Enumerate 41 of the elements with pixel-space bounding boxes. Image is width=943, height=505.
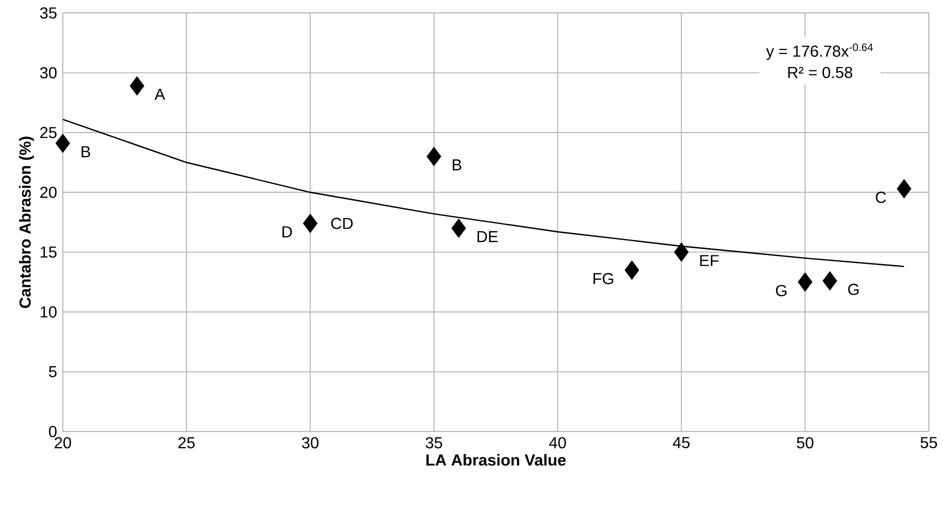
annotation: CD [331, 218, 353, 229]
annotation: EF [700, 254, 719, 266]
point [822, 271, 838, 290]
y-tick-label: 10 [40, 306, 57, 318]
y-tick-label: 0 [48, 426, 57, 438]
x-tick-label: 55 [920, 436, 938, 448]
annotation: y = 176.78x$^{-0.64}$ [766, 43, 873, 60]
annotation: G [776, 284, 786, 296]
point [896, 179, 912, 198]
point [674, 242, 689, 262]
y-tick-label: 20 [40, 186, 57, 198]
x-tick-label: 45 [672, 436, 690, 448]
y-tick-label: 35 [40, 7, 57, 18]
x-tick-label: 30 [302, 436, 318, 448]
x-tick-label: 40 [549, 436, 566, 448]
y-tick-label: 30 [40, 66, 57, 78]
x-axis-title: LA Abrasion Value [426, 454, 566, 466]
point [302, 214, 318, 233]
annotation: DE [478, 231, 498, 242]
annotation: D [282, 226, 292, 238]
y-tick-label: 25 [40, 126, 57, 138]
annotation: B [452, 159, 462, 170]
annotation: R² = 0.58 [788, 66, 852, 78]
annotation: C [876, 192, 886, 203]
x-tick-label: 50 [796, 436, 814, 448]
point [130, 76, 144, 96]
point [451, 218, 466, 238]
point [56, 134, 70, 153]
point [426, 146, 442, 166]
annotation: FG [594, 272, 614, 284]
x-tick-label: 25 [178, 436, 195, 448]
y-tick-label: 15 [40, 246, 57, 258]
point [624, 260, 640, 280]
annotation: B [82, 146, 90, 158]
y-tick-label: 5 [48, 366, 57, 378]
line-series [62, 118, 905, 268]
annotation: G [848, 284, 859, 295]
annotation: A [154, 88, 166, 100]
point [798, 272, 812, 292]
y-axis-title: Cantabro Abrasion (%) [19, 136, 34, 308]
x-tick-label: 35 [426, 436, 442, 448]
